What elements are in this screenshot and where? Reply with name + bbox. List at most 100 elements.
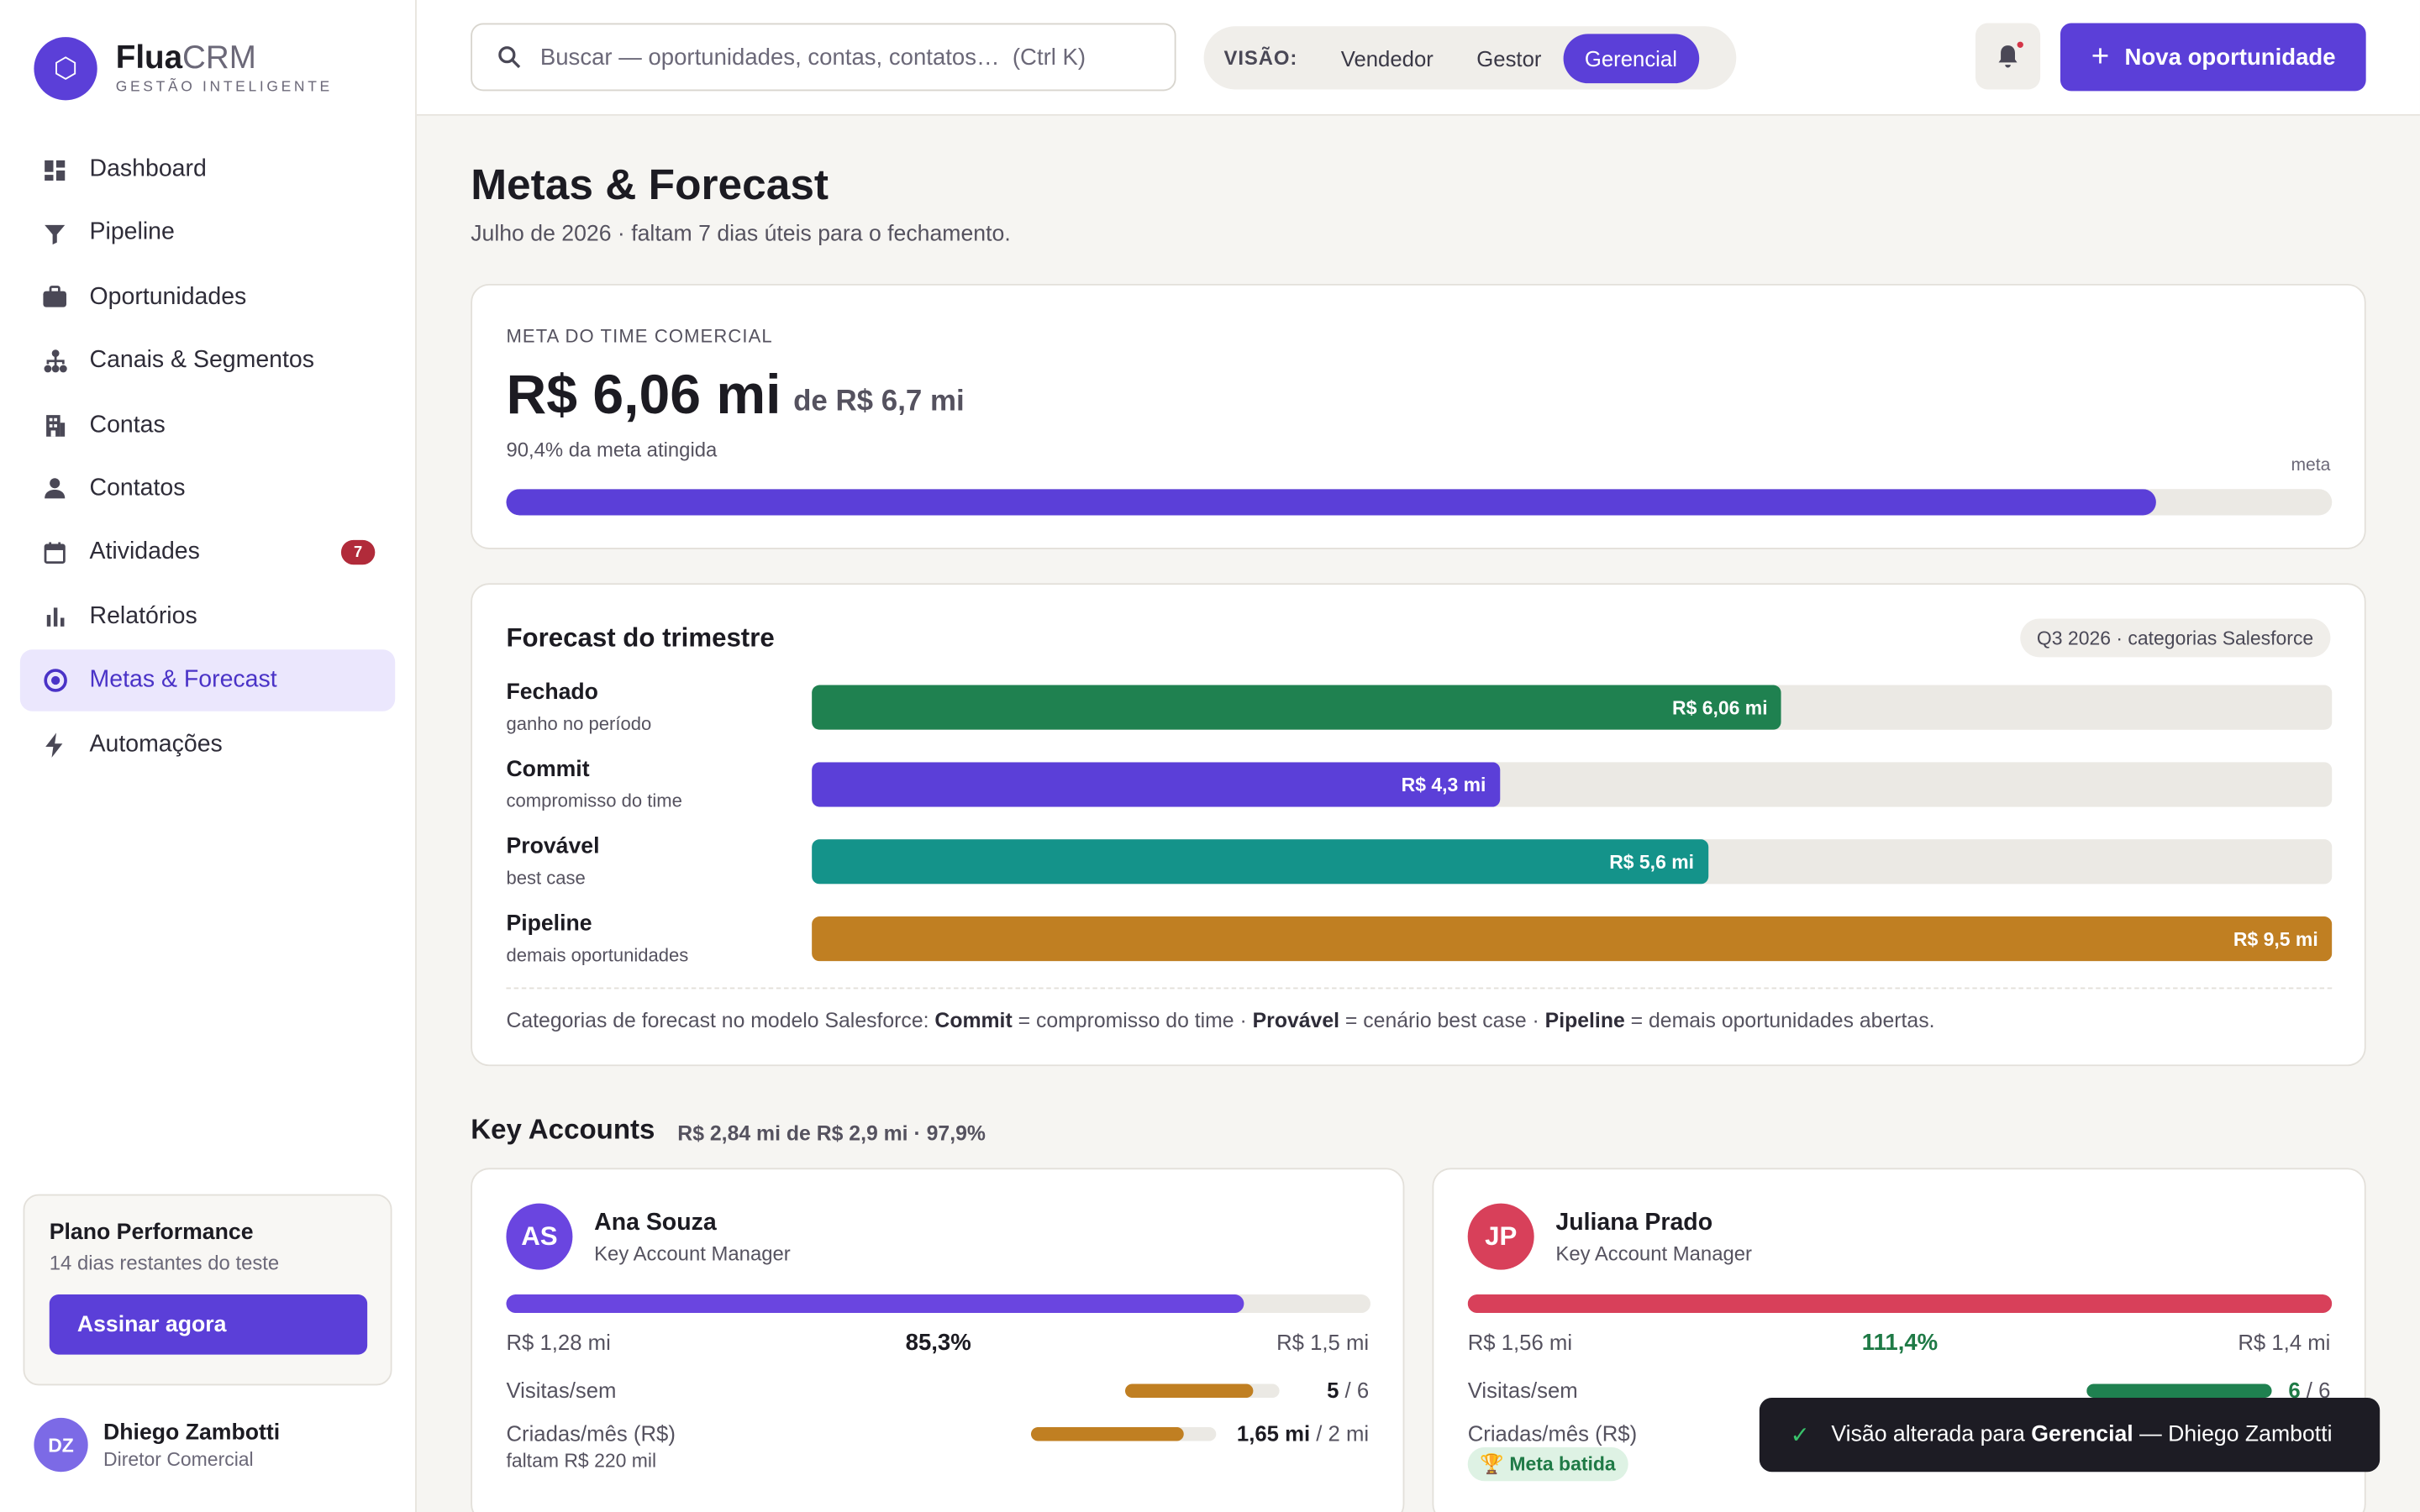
avatar: JP (1467, 1203, 1534, 1270)
forecast-bar-track: R$ 4,3 mi (812, 762, 2333, 807)
plan-title: Plano Performance (49, 1220, 254, 1246)
bell-icon (1998, 45, 2018, 68)
divider (506, 987, 2333, 990)
created-progress-bar (1030, 1426, 1217, 1441)
forecast-bar-track: R$ 6,06 mi (812, 685, 2333, 730)
forecast-row-provavel: Provável best case R$ 5,6 mi (506, 834, 2333, 906)
forecast-period-chip: Q3 2026 · categorias Salesforce (2019, 618, 2331, 658)
forecast-category-name: Commit (506, 757, 590, 783)
visits-progress-fill (2086, 1383, 2272, 1399)
account-percent: 85,3% (905, 1330, 971, 1357)
view-label: VISÃO: (1223, 46, 1298, 70)
new-opportunity-button[interactable]: + Nova oportunidade (2060, 23, 2366, 92)
forecast-title: Forecast do trimestre (506, 623, 775, 653)
sidebar-item-label: Canais & Segmentos (89, 347, 314, 374)
notifications-button[interactable] (1975, 23, 2041, 90)
hierarchy-icon (42, 348, 68, 374)
team-goal-value: R$ 6,06 mi (506, 362, 781, 426)
view-switcher: VISÃO: Vendedor Gestor Gerencial (1203, 26, 1737, 90)
forecast-bar-value: R$ 6,06 mi (1672, 696, 1768, 718)
goal-marker-label: meta (2291, 456, 2331, 475)
created-progress-fill (1030, 1426, 1184, 1441)
forecast-row-fechado: Fechado ganho no período R$ 6,06 mi (506, 680, 2333, 751)
sidebar-item-oportunidades[interactable]: Oportunidades (20, 266, 395, 328)
view-option-gestor[interactable]: Gestor (1476, 45, 1542, 71)
sidebar-nav: Dashboard Pipeline Oportunidades Canais … (19, 139, 396, 777)
view-option-gerencial[interactable]: Gerencial (1563, 33, 1699, 83)
visits-value: 5 / 6 (1327, 1378, 1370, 1403)
user-profile[interactable]: DZ Dhiego Zambotti Diretor Comercial (34, 1417, 280, 1473)
sidebar-item-pipeline[interactable]: Pipeline (20, 202, 395, 264)
sidebar-item-relatorios[interactable]: Relatórios (20, 585, 395, 647)
sidebar-item-label: Oportunidades (89, 283, 247, 310)
forecast-bar-value: R$ 4,3 mi (1401, 774, 1486, 795)
user-role: Diretor Comercial (103, 1447, 254, 1470)
account-progress-bar (506, 1294, 1370, 1314)
sidebar-item-canais[interactable]: Canais & Segmentos (20, 330, 395, 391)
forecast-bar: R$ 4,3 mi (812, 762, 1500, 807)
account-manager-name: Ana Souza (594, 1209, 717, 1236)
forecast-row-commit: Commit compromisso do time R$ 4,3 mi (506, 757, 2333, 828)
visits-progress-bar (1124, 1383, 1280, 1399)
calendar-icon (42, 540, 68, 566)
activities-count-badge: 7 (340, 540, 376, 565)
forecast-category-desc: best case (506, 867, 586, 889)
account-percent: 111,4% (1861, 1330, 1939, 1357)
team-goal-card: META DO TIME COMERCIAL R$ 6,06 mi de R$ … (471, 283, 2366, 549)
brand[interactable]: ⬡ FluaCRM GESTÃO INTELIGENTE (34, 37, 332, 101)
sidebar-item-label: Automações (89, 730, 223, 757)
sidebar-item-contatos[interactable]: Contatos (20, 458, 395, 519)
forecast-bar-track: R$ 9,5 mi (812, 916, 2333, 962)
avatar: AS (506, 1203, 573, 1270)
sidebar-item-dashboard[interactable]: Dashboard (20, 139, 395, 200)
forecast-category-name: Pipeline (506, 911, 592, 937)
forecast-category-name: Provável (506, 834, 600, 860)
created-label: Criadas/mês (R$) (506, 1420, 676, 1446)
account-goal-value: R$ 1,5 mi (1276, 1330, 1370, 1355)
new-opportunity-label: Nova oportunidade (2124, 44, 2336, 71)
sidebar-item-label: Dashboard (89, 155, 207, 182)
forecast-category-desc: compromisso do time (506, 790, 682, 812)
created-remaining: faltam R$ 220 mil (506, 1450, 657, 1473)
account-manager-role: Key Account Manager (1555, 1242, 1753, 1266)
account-progress-bar (1467, 1294, 2333, 1314)
page-subtitle: Julho de 2026 · faltam 7 dias úteis para… (471, 222, 1011, 247)
funnel-icon (42, 220, 68, 246)
team-goal-progress-bar (506, 489, 2333, 516)
forecast-card: Forecast do trimestre Q3 2026 · categori… (471, 583, 2366, 1067)
forecast-bar-value: R$ 9,5 mi (2233, 927, 2318, 950)
plus-icon: + (2091, 39, 2110, 75)
account-progress-fill (1467, 1294, 2333, 1314)
goal-achieved-badge: 🏆 Meta batida (1467, 1446, 1628, 1482)
account-manager-name: Juliana Prado (1555, 1209, 1713, 1236)
visits-label: Visitas/sem (506, 1378, 617, 1403)
search-box[interactable] (471, 23, 1176, 92)
sidebar-item-automacoes[interactable]: Automações (20, 714, 395, 775)
account-current-value: R$ 1,28 mi (506, 1330, 611, 1355)
subscribe-button[interactable]: Assinar agora (49, 1294, 368, 1355)
forecast-row-pipeline: Pipeline demais oportunidades R$ 9,5 mi (506, 911, 2333, 982)
team-goal-percent: 90,4% da meta atingida (506, 438, 718, 462)
forecast-category-desc: ganho no período (506, 712, 652, 735)
sidebar-item-label: Atividades (89, 538, 200, 565)
person-icon (42, 476, 68, 502)
notification-dot (2015, 39, 2025, 50)
bar-chart-icon (42, 604, 68, 630)
view-option-vendedor[interactable]: Vendedor (1340, 45, 1434, 71)
account-current-value: R$ 1,56 mi (1467, 1330, 1573, 1355)
team-goal-eyebrow: META DO TIME COMERCIAL (506, 325, 773, 348)
toast-message: Visão alterada para Gerencial — Dhiego Z… (1831, 1422, 2333, 1447)
sidebar-item-atividades[interactable]: Atividades 7 (20, 522, 395, 583)
search-input[interactable] (539, 44, 1158, 71)
key-accounts-summary: R$ 2,84 mi de R$ 2,9 mi · 97,9% (677, 1121, 986, 1145)
building-icon (42, 412, 68, 438)
account-manager-role: Key Account Manager (594, 1242, 791, 1266)
sidebar-item-metas-forecast[interactable]: Metas & Forecast (19, 649, 396, 711)
forecast-category-name: Fechado (506, 680, 598, 706)
visits-progress-bar (2086, 1383, 2272, 1399)
visits-progress-fill (1124, 1383, 1254, 1399)
forecast-legend-note: Categorias de forecast no modelo Salesfo… (506, 1009, 1935, 1032)
top-bar: VISÃO: Vendedor Gestor Gerencial + Nova … (416, 0, 2420, 116)
sidebar-item-contas[interactable]: Contas (20, 394, 395, 455)
key-account-card[interactable]: AS Ana Souza Key Account Manager R$ 1,28… (471, 1168, 1405, 1512)
